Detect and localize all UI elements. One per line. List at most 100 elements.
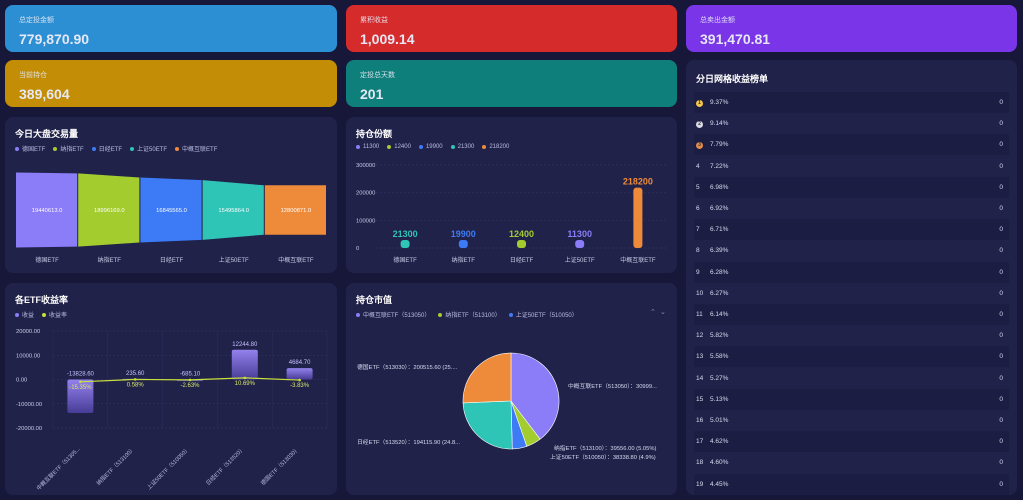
rank-count: 0 <box>999 141 1003 149</box>
funnel-value-label: 12800871.0 <box>281 208 312 214</box>
chart-legend[interactable]: 中概互联ETF（513050） 纳指ETF（513100） 上证50ETF（5100… <box>356 310 578 319</box>
stat-label: 定投总天数 <box>360 72 395 79</box>
legend-item[interactable]: 11300 <box>356 144 379 150</box>
rank-medal-icon: 2 <box>696 120 703 128</box>
ranking-row[interactable]: 8 6.39% 0 <box>694 240 1009 262</box>
legend-dot-icon <box>418 145 423 149</box>
legend-dot-icon <box>438 312 443 317</box>
ranking-row[interactable]: 12 5.82% 0 <box>694 325 1009 347</box>
rank-number: 10 <box>696 289 704 297</box>
rank-number: 3 <box>694 141 710 149</box>
ranking-row[interactable]: 17 4.62% 0 <box>694 431 1009 453</box>
rank-percent: 4.60% <box>710 459 729 467</box>
rank-percent: 6.98% <box>710 183 729 191</box>
stat-label: 总定投金额 <box>19 17 54 24</box>
rank-percent: 5.13% <box>710 395 729 403</box>
rank-count: 0 <box>999 438 1003 446</box>
legend-label: 19900 <box>425 144 443 150</box>
legend-dot-icon <box>356 312 360 317</box>
x-tick-label: 纳指ETF（513100） <box>94 445 136 487</box>
ranking-row[interactable]: 19 4.45% 0 <box>694 473 1009 495</box>
legend-item[interactable]: 纳指ETF <box>53 144 84 153</box>
funnel-value-label: 19440613.0 <box>32 208 63 214</box>
legend-dot-icon <box>91 146 96 151</box>
ranking-row[interactable]: 16 5.01% 0 <box>694 410 1009 431</box>
legend-item[interactable]: 12400 <box>387 144 411 150</box>
bar <box>575 240 585 248</box>
ranking-row[interactable]: 10 6.27% 0 <box>694 282 1009 304</box>
rank-percent: 9.37% <box>710 99 729 106</box>
rank-number: 15 <box>696 395 704 403</box>
ranking-row[interactable]: 15 5.13% 0 <box>694 388 1009 410</box>
legend-item[interactable]: 上证50ETF（510050） <box>508 310 578 319</box>
rank-number: 7 <box>696 226 700 234</box>
legend-item[interactable]: 218200 <box>482 144 509 150</box>
bar-value-label: 11300 <box>567 229 592 239</box>
ranking-row[interactable]: 7 6.71% 0 <box>694 219 1009 241</box>
y-tick-label: 10000.00 <box>16 353 40 359</box>
chart-legend[interactable]: 11300 12400 19900 21300 218200 <box>356 144 509 150</box>
bar-value-label: 4684.70 <box>289 360 311 366</box>
x-tick-label: 德国ETF（513030） <box>259 445 301 487</box>
ranking-row[interactable]: 13 5.58% 0 <box>694 346 1009 368</box>
y-tick-label: 100000 <box>356 218 375 224</box>
rank-number: 12 <box>696 332 704 340</box>
stat-label: 累积收益 <box>360 17 388 24</box>
y-tick-label: 0 <box>356 246 359 252</box>
line-value-label: 0.58% <box>127 382 145 388</box>
ranking-row[interactable]: 14 5.27% 0 <box>694 367 1009 389</box>
legend-item[interactable]: 中概互联ETF <box>175 144 217 153</box>
ranking-row[interactable]: 11 6.14% 0 <box>694 304 1009 325</box>
legend-item[interactable]: 19900 <box>418 144 443 150</box>
chart-legend[interactable]: 收益 收益率 <box>15 310 67 319</box>
legend-dot-icon <box>15 146 19 151</box>
rank-count: 0 <box>999 120 1003 128</box>
legend-dot-icon <box>175 146 180 151</box>
line-value-label: -15.35% <box>69 385 92 391</box>
legend-label: 收益 <box>22 313 35 319</box>
legend-item[interactable]: 纳指ETF（513100） <box>438 310 501 319</box>
x-tick-label: 中概互联ETF <box>620 256 656 264</box>
line-point <box>188 378 192 382</box>
legend-item[interactable]: 中概互联ETF（513050） <box>356 310 430 319</box>
x-tick-label: 纳指ETF <box>452 256 476 264</box>
legend-item[interactable]: 收益 <box>15 310 34 319</box>
legend-item[interactable]: 上证50ETF <box>130 144 167 153</box>
legend-label: 纳指ETF（513100） <box>445 313 501 319</box>
chart-legend[interactable]: 德国ETF 纳指ETF 日经ETF 上证50ETF 中概互联ETF <box>15 144 217 153</box>
ranking-row[interactable]: 2 9.14% 0 <box>694 113 1009 135</box>
legend-page-up-icon[interactable]: ⌃ <box>650 309 656 316</box>
stat-value: 1,009.14 <box>360 31 415 47</box>
rank-number: 4 <box>696 162 700 170</box>
legend-label: 中概互联ETF <box>182 147 218 153</box>
ranking-row[interactable]: 4 7.22% 0 <box>694 155 1009 177</box>
ranking-row[interactable]: 6 6.92% 0 <box>694 198 1009 219</box>
y-tick-label: 200000 <box>356 191 375 197</box>
legend-dot-icon <box>508 312 513 317</box>
legend-item[interactable]: 日经ETF <box>91 144 122 153</box>
stat-value: 201 <box>360 86 384 102</box>
ranking-row[interactable]: 9 6.28% 0 <box>694 261 1009 283</box>
ranking-row[interactable]: 3 7.79% 0 <box>694 134 1009 156</box>
bar-value-label: 12400 <box>509 229 534 239</box>
legend-item[interactable]: 21300 <box>450 144 474 150</box>
rank-medal-icon: 3 <box>696 141 703 149</box>
bar <box>67 379 94 414</box>
line-value-label: -3.83% <box>290 383 310 389</box>
legend-item[interactable]: 收益率 <box>42 310 67 319</box>
legend-page-down-icon[interactable]: ⌄ <box>660 309 666 316</box>
ranking-row[interactable]: 5 6.98% 0 <box>694 176 1009 198</box>
rank-count: 0 <box>999 311 1003 318</box>
legend-item[interactable]: 德国ETF <box>15 144 45 153</box>
stat-card-current-holding: 当前持仓 389,604 <box>5 60 337 107</box>
rank-percent: 5.82% <box>710 332 729 340</box>
ranking-row[interactable]: 18 4.60% 0 <box>694 452 1009 474</box>
funnel-value-label: 15495864.0 <box>218 208 249 214</box>
ranking-panel: 分日网格收益榜单 1 9.37% 0 2 9.14% 0 3 7.79% 0 4 7.22% 0 5 6.… <box>686 60 1017 495</box>
ranking-row[interactable]: 1 9.37% 0 <box>694 92 1009 113</box>
holding-panel: 持仓份额 11300 12400 19900 21300 218200 300000 20… <box>346 117 677 273</box>
bar <box>517 240 526 248</box>
x-tick-label: 德国ETF <box>35 256 59 264</box>
bar-value-label: -13828.60 <box>67 372 95 378</box>
rank-number: 19 <box>696 480 704 488</box>
